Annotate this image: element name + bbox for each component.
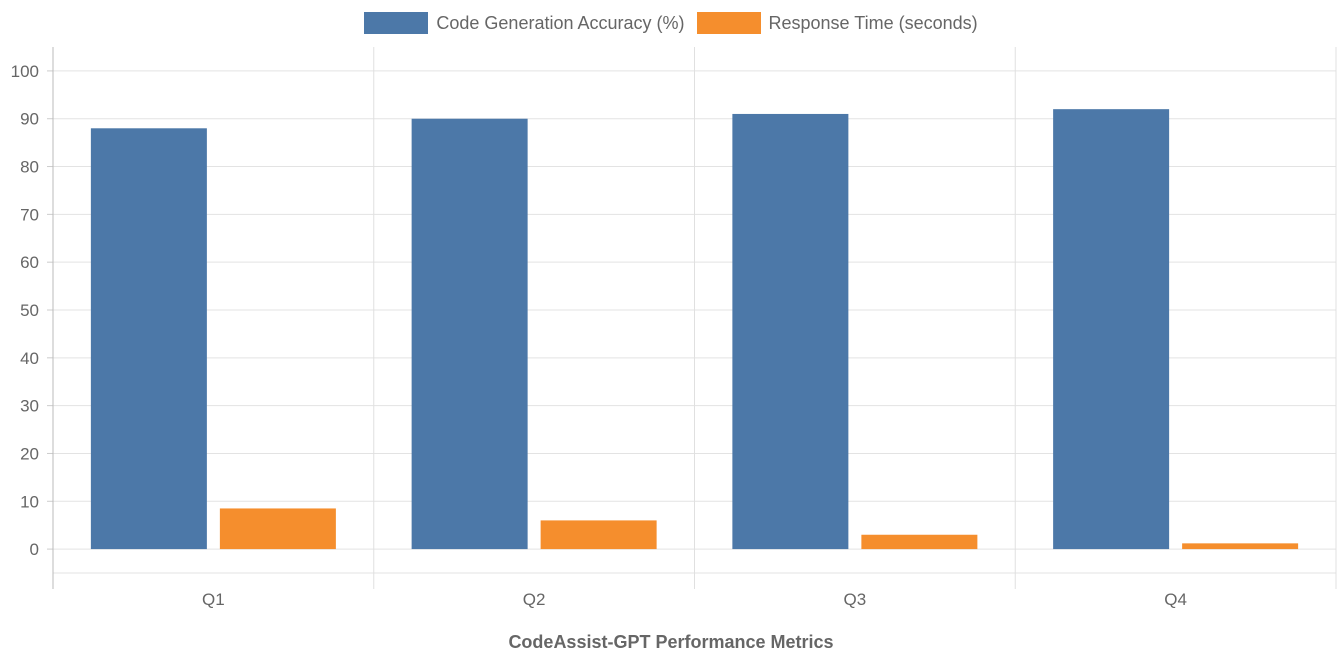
legend-label-response-time: Response Time (seconds) [768, 12, 978, 33]
y-tick-label: 20 [20, 444, 39, 463]
y-tick-label: 30 [20, 397, 39, 416]
y-tick-label: 80 [20, 158, 39, 177]
x-tick-label: Q1 [202, 590, 225, 609]
bar-response-time-q2 [540, 520, 657, 550]
legend: Code Generation Accuracy (%) Response Ti… [0, 12, 1342, 34]
x-tick-label: Q4 [1164, 590, 1187, 609]
bar-accuracy-q1 [90, 128, 207, 550]
bar-accuracy-q3 [732, 113, 849, 550]
legend-item-accuracy[interactable]: Code Generation Accuracy (%) [364, 12, 685, 34]
y-tick-label: 70 [20, 205, 39, 224]
bar-accuracy-q4 [1053, 109, 1170, 550]
y-tick-label: 0 [30, 540, 39, 559]
y-tick-label: 90 [20, 110, 39, 129]
y-tick-label: 40 [20, 349, 39, 368]
x-tick-label: Q2 [523, 590, 546, 609]
legend-swatch-response-time [696, 12, 761, 34]
y-tick-label: 50 [20, 301, 39, 320]
legend-item-response-time[interactable]: Response Time (seconds) [696, 12, 978, 34]
y-tick-label: 100 [11, 62, 39, 81]
legend-swatch-accuracy [364, 12, 429, 34]
bar-response-time-q1 [219, 508, 336, 550]
x-tick-label: Q3 [844, 590, 867, 609]
bar-response-time-q3 [861, 534, 978, 550]
legend-label-accuracy: Code Generation Accuracy (%) [436, 12, 685, 33]
bar-response-time-q4 [1182, 543, 1299, 550]
bar-accuracy-q2 [411, 118, 528, 550]
y-tick-label: 10 [20, 492, 39, 511]
y-tick-label: 60 [20, 253, 39, 272]
chart-title: CodeAssist-GPT Performance Metrics [508, 632, 834, 652]
